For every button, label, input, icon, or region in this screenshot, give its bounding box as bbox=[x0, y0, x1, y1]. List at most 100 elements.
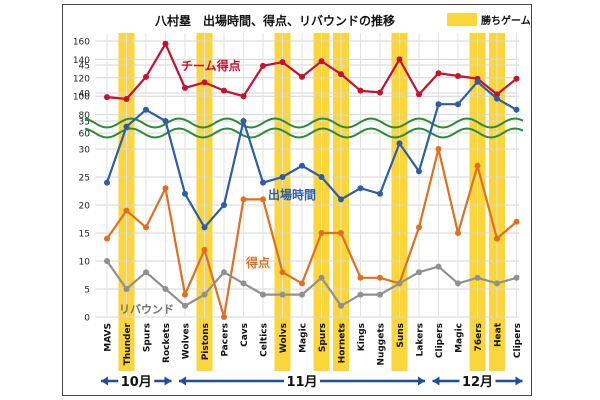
month-label: 12月 bbox=[462, 375, 493, 390]
data-point bbox=[221, 314, 227, 320]
data-point bbox=[260, 291, 266, 298]
month-arrow-head bbox=[179, 376, 186, 386]
x-tick-label: Pistons bbox=[201, 323, 211, 360]
data-point bbox=[435, 101, 442, 108]
data-point bbox=[143, 224, 149, 231]
data-point bbox=[279, 269, 286, 276]
data-point bbox=[474, 274, 481, 281]
data-point bbox=[221, 269, 227, 276]
series-line bbox=[105, 80, 518, 230]
data-point bbox=[455, 101, 461, 108]
month-arrow-head bbox=[101, 376, 108, 386]
y-tick-label: 120 bbox=[73, 74, 90, 84]
data-point bbox=[299, 291, 305, 298]
line-chart: 0 5 10 15 20 25 30 35 40 45 60 80 100 120 140 160 MAVS T… bbox=[73, 13, 530, 390]
month-label: 11月 bbox=[286, 375, 317, 390]
series-label-points: 得点 bbox=[245, 255, 270, 270]
data-point bbox=[201, 246, 208, 253]
data-point bbox=[435, 146, 442, 152]
data-point bbox=[279, 59, 286, 66]
series-line bbox=[106, 260, 517, 308]
x-tick-label: Thunder bbox=[123, 322, 133, 365]
data-point bbox=[240, 118, 247, 124]
data-point bbox=[377, 291, 383, 298]
x-tick-label: Heat bbox=[494, 322, 504, 347]
data-point bbox=[143, 269, 149, 276]
y-tick-label: 60 bbox=[79, 130, 91, 140]
data-point bbox=[396, 140, 403, 147]
legend: 勝ちゲーム bbox=[447, 13, 530, 27]
data-point bbox=[357, 87, 364, 94]
data-point bbox=[377, 190, 383, 197]
data-point bbox=[338, 196, 344, 203]
x-tick-label: 76ers bbox=[474, 323, 484, 351]
y-tick-label: 160 bbox=[73, 38, 90, 48]
data-point bbox=[455, 230, 461, 236]
x-tick-label: Wolvs bbox=[279, 323, 289, 353]
data-point bbox=[299, 162, 305, 169]
axis-break-wave bbox=[84, 117, 524, 129]
y-tick-label: 35 bbox=[79, 118, 90, 128]
series-label-team-points: チーム得点 bbox=[181, 58, 241, 73]
chart-title: 八村塁 出場時間、得点、リバウンドの推移 bbox=[154, 13, 395, 28]
data-point bbox=[201, 79, 208, 86]
data-point bbox=[377, 274, 383, 281]
data-point bbox=[338, 302, 344, 309]
data-point bbox=[104, 179, 110, 186]
y-tick-label: 10 bbox=[79, 258, 91, 268]
month-arrow-head bbox=[418, 376, 425, 386]
y-tick-label: 40 bbox=[79, 90, 91, 100]
data-point bbox=[143, 106, 149, 113]
y-tick-label: 20 bbox=[79, 202, 91, 212]
data-point bbox=[318, 58, 325, 65]
data-point bbox=[182, 302, 188, 309]
win-game-bands bbox=[118, 33, 505, 371]
data-point bbox=[279, 291, 286, 298]
x-tick-label: Cavs bbox=[240, 323, 250, 347]
data-point bbox=[513, 106, 520, 113]
month-ranges: 10月 11月 12月 bbox=[101, 375, 523, 390]
data-point bbox=[123, 207, 130, 214]
y-tick-label: 0 bbox=[84, 314, 90, 324]
data-point bbox=[221, 87, 227, 94]
data-point bbox=[513, 75, 520, 82]
y-tick-label: 25 bbox=[79, 174, 90, 184]
x-tick-label: Kings bbox=[357, 323, 367, 351]
x-tick-label: Spurs bbox=[143, 323, 153, 352]
x-tick-label: Clipers bbox=[435, 323, 445, 358]
data-point bbox=[494, 280, 500, 287]
month-arrow-head bbox=[164, 376, 172, 386]
data-point bbox=[474, 78, 481, 85]
data-point bbox=[104, 235, 110, 242]
data-point bbox=[299, 73, 305, 80]
data-point bbox=[143, 73, 149, 80]
data-point bbox=[513, 274, 520, 281]
data-point bbox=[435, 263, 442, 270]
series-lines bbox=[104, 40, 520, 320]
x-tick-label: Pacers bbox=[221, 323, 231, 357]
x-tick-label: Magic bbox=[455, 323, 465, 353]
data-point bbox=[357, 291, 364, 298]
series-label-rebounds: リバウンド bbox=[119, 303, 174, 316]
month-arrow-head bbox=[432, 376, 440, 386]
data-point bbox=[162, 118, 169, 124]
y-tick-labels: 0 5 10 15 20 25 30 35 40 45 60 80 100 120 140 160 bbox=[73, 38, 90, 324]
data-point bbox=[513, 218, 520, 225]
data-point bbox=[104, 258, 110, 264]
data-point bbox=[455, 72, 461, 79]
y-tick-label: 15 bbox=[79, 230, 90, 240]
x-tick-label: Nuggets bbox=[377, 323, 387, 366]
data-point bbox=[494, 95, 500, 102]
data-point bbox=[318, 174, 325, 180]
data-point bbox=[416, 91, 422, 98]
y-tick-label: 140 bbox=[73, 56, 90, 66]
data-point bbox=[240, 280, 247, 287]
data-point bbox=[182, 190, 188, 197]
x-tick-label: Magic bbox=[299, 323, 309, 353]
data-point bbox=[201, 291, 208, 298]
data-point bbox=[416, 168, 422, 175]
data-point bbox=[162, 286, 169, 292]
data-point bbox=[240, 196, 247, 203]
legend-swatch bbox=[447, 13, 477, 26]
data-point bbox=[182, 84, 188, 91]
